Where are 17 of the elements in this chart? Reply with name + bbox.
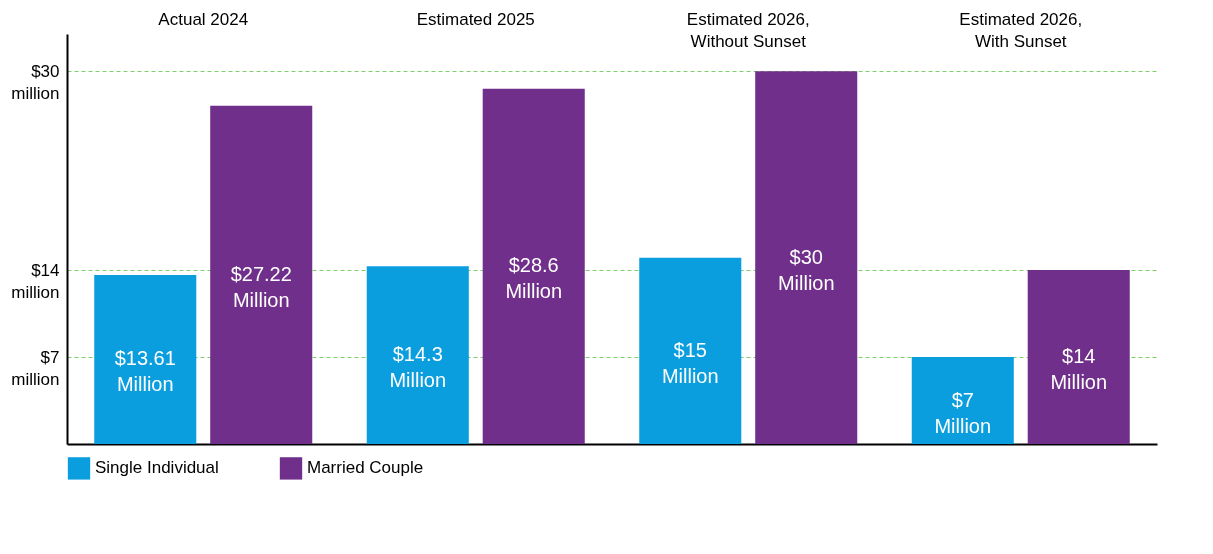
legend-label: Single Individual (95, 458, 219, 478)
y-tick-label: $30 million (11, 61, 60, 103)
x-tick-label: Estimated 2026, With Sunset (959, 9, 1083, 51)
legend-label: Married Couple (307, 458, 424, 478)
x-tick-label: Actual 2024 (158, 9, 249, 29)
data-label: $30 Million (777, 245, 835, 294)
y-tick-label: $14 million (11, 260, 60, 302)
x-tick-label: Estimated 2025 (416, 9, 535, 29)
data-label: $14 Million (1050, 345, 1108, 394)
data-label: $28.6 Million (505, 254, 563, 303)
data-label: $15 Million (661, 338, 719, 387)
data-label: $13.61 Million (114, 347, 176, 396)
x-tick-label: Estimated 2026, Without Sunset (686, 9, 810, 51)
y-tick-label: $7 million (11, 347, 60, 389)
data-label: $27.22 Million (230, 262, 292, 311)
data-label: $14.3 Million (389, 343, 447, 392)
data-label: $7 Million (934, 388, 992, 437)
